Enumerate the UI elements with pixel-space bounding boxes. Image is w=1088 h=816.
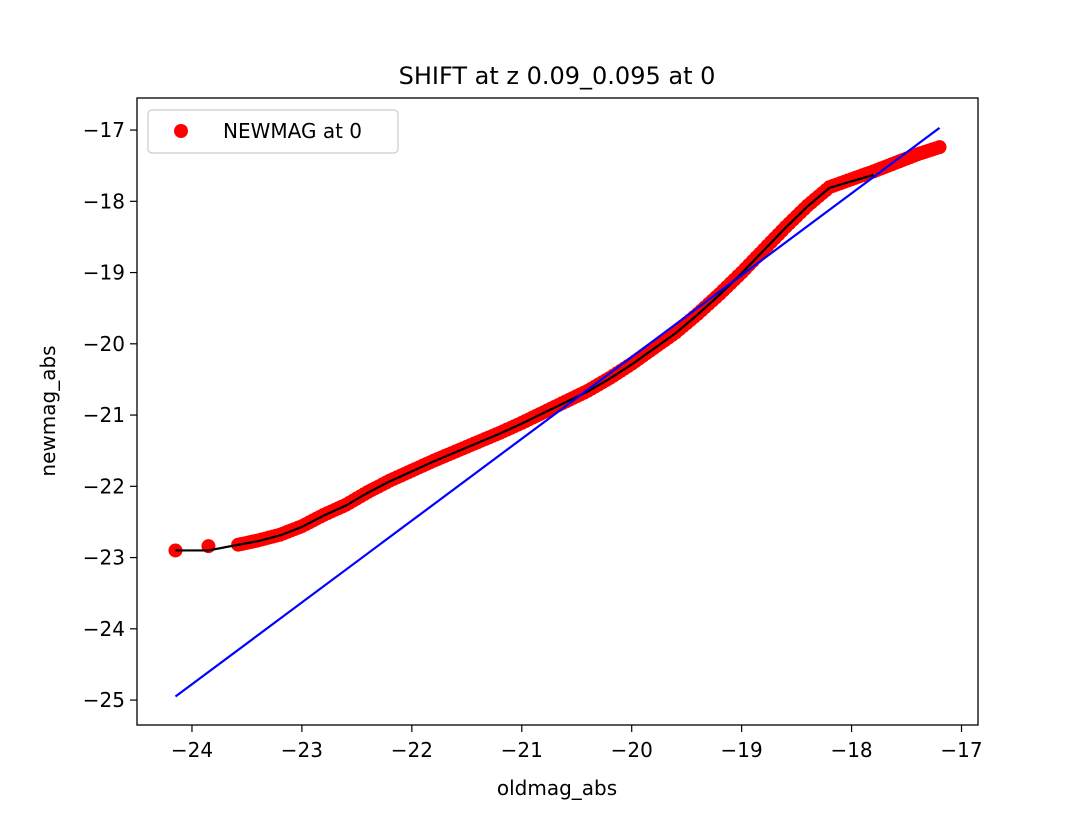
- reference-line: [174, 127, 941, 698]
- y-tick-label: −21: [83, 403, 125, 427]
- x-tick-label: −20: [611, 738, 653, 762]
- axes-frame: [136, 97, 979, 726]
- x-tick-label: −22: [391, 738, 433, 762]
- y-tick-label: −17: [83, 118, 125, 142]
- y-tick-label: −25: [83, 688, 125, 712]
- y-tick-label: −23: [83, 546, 125, 570]
- x-tick-label: −19: [721, 738, 763, 762]
- legend-box: [147, 109, 399, 154]
- y-tick-label: −19: [83, 261, 125, 285]
- y-tick-label: −24: [83, 617, 125, 641]
- trend-line: [175, 173, 874, 552]
- x-tick-label: −17: [940, 738, 982, 762]
- x-axis-label: oldmag_abs: [497, 776, 617, 800]
- legend-marker: [174, 124, 188, 138]
- scatter-point: [928, 141, 943, 156]
- y-tick-label: −22: [83, 474, 125, 498]
- legend: NEWMAG at 0: [147, 109, 399, 154]
- x-tick-label: −18: [830, 738, 872, 762]
- axis-ticks: −24 −23 −22 −21 −20 −19 −18 −17 −17 −18 −19 −20 −21 −…: [83, 118, 983, 762]
- x-tick-label: −23: [281, 738, 323, 762]
- y-tick-label: −20: [83, 332, 125, 356]
- y-axis-label: newmag_abs: [36, 345, 60, 476]
- x-tick-label: −24: [171, 738, 213, 762]
- chart-title: SHIFT at z 0.09_0.095 at 0: [399, 62, 716, 90]
- y-tick-label: −18: [83, 189, 125, 213]
- plot-area: [168, 127, 947, 698]
- legend-label: NEWMAG at 0: [223, 119, 362, 143]
- x-tick-label: −21: [501, 738, 543, 762]
